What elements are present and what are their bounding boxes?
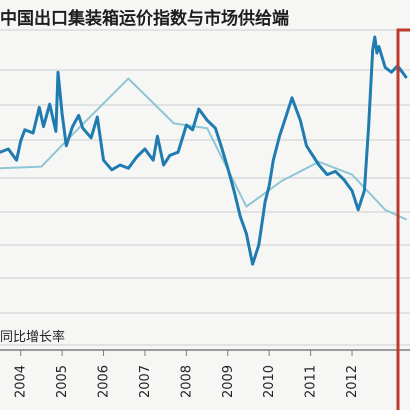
x-tick-label-2006: 2006 xyxy=(97,365,112,398)
x-tick-label-2009: 2009 xyxy=(221,365,236,398)
footnote: 同比增长率 xyxy=(0,330,66,345)
x-tick-layer: 2004 2005 2006 2007 2008 2009 2010 2011 2012 xyxy=(14,350,360,398)
series-line-0 xyxy=(0,35,408,266)
x-tick-label-2004: 2004 xyxy=(14,365,29,398)
chart-title: 中国出口集装箱运价指数与市场供给端 xyxy=(0,9,289,29)
grid-layer xyxy=(0,29,410,351)
highlight-box xyxy=(396,28,410,410)
series-layer xyxy=(0,35,408,266)
x-tick-label-2011: 2011 xyxy=(304,365,319,398)
x-tick-label-2007: 2007 xyxy=(138,365,153,398)
x-tick-label-2005: 2005 xyxy=(55,365,70,398)
x-tick-label-2008: 2008 xyxy=(179,365,194,398)
x-tick-label-2010: 2010 xyxy=(262,365,277,398)
x-tick-label-2012: 2012 xyxy=(345,365,360,398)
